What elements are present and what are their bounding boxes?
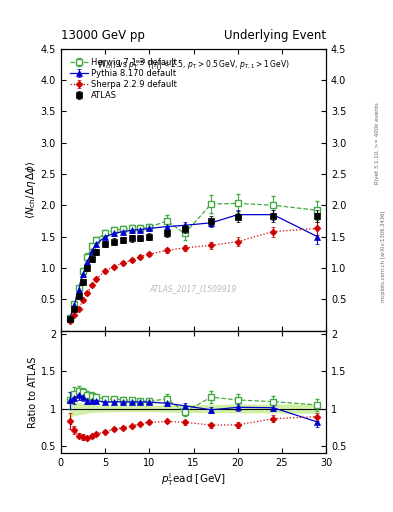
Text: $\langle N_\mathsf{ch}\rangle$ vs $p_\mathsf{T}^\mathsf{lead}$ ($|\eta|<2.5,\,p_: $\langle N_\mathsf{ch}\rangle$ vs $p_\ma…: [97, 57, 290, 72]
Text: 13000 GeV pp: 13000 GeV pp: [61, 29, 145, 42]
Y-axis label: $\langle N_\mathsf{ch}/\Delta\eta\,\Delta\phi\rangle$: $\langle N_\mathsf{ch}/\Delta\eta\,\Delt…: [24, 160, 38, 219]
Text: Underlying Event: Underlying Event: [224, 29, 326, 42]
Text: ATLAS_2017_I1509919: ATLAS_2017_I1509919: [150, 284, 237, 293]
Text: mcplots.cern.ch [arXiv:1306.3436]: mcplots.cern.ch [arXiv:1306.3436]: [381, 210, 386, 302]
Y-axis label: Ratio to ATLAS: Ratio to ATLAS: [28, 356, 38, 428]
X-axis label: $p_\mathsf{T}^\mathsf{l}\mathsf{ead}$ [GeV]: $p_\mathsf{T}^\mathsf{l}\mathsf{ead}$ [G…: [161, 471, 226, 487]
Text: Rivet 3.1.10, >= 400k events: Rivet 3.1.10, >= 400k events: [375, 102, 380, 184]
Legend: Herwig 7.1.3 default, Pythia 8.170 default, Sherpa 2.2.9 default, ATLAS: Herwig 7.1.3 default, Pythia 8.170 defau…: [66, 54, 180, 103]
